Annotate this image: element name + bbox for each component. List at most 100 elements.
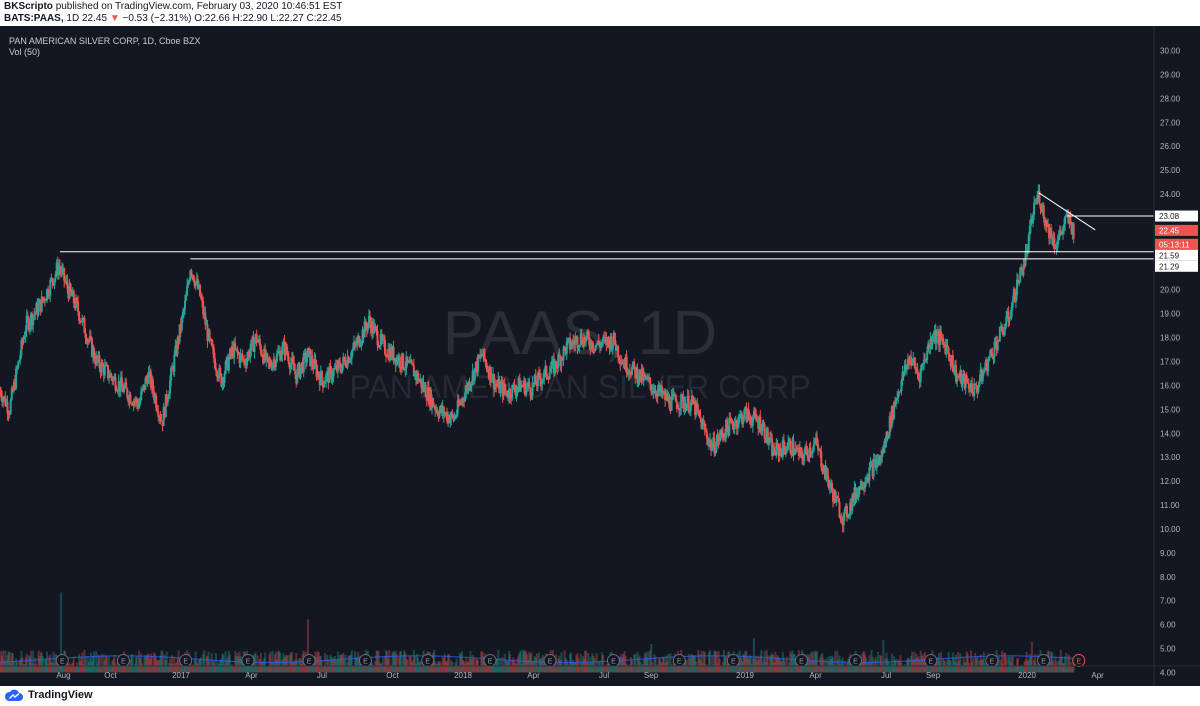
volume-bar	[357, 652, 360, 673]
volume-bar	[56, 662, 59, 673]
candle-body	[284, 344, 287, 355]
candle-body	[627, 370, 630, 374]
volume-bar	[208, 660, 211, 673]
candle-body	[549, 368, 552, 373]
legend-volume[interactable]: Vol (50)	[9, 47, 41, 57]
volume-bar	[30, 650, 33, 673]
candle-body	[789, 439, 792, 453]
candle-body	[180, 316, 183, 331]
volume-bar	[933, 664, 936, 673]
volume-bar	[117, 658, 120, 673]
candle-body	[15, 368, 18, 389]
candle-body	[134, 398, 137, 402]
candle-body	[285, 344, 288, 354]
candle-body	[629, 373, 632, 375]
volume-bar	[783, 660, 786, 673]
tradingview-logo[interactable]: TradingView	[4, 688, 93, 702]
volume-bar	[363, 666, 366, 673]
candle-body	[379, 333, 382, 346]
earnings-marker-label: E	[307, 659, 312, 666]
volume-bar	[826, 657, 829, 673]
volume-bar	[767, 666, 770, 673]
volume-bar	[128, 665, 131, 673]
candle-body	[865, 481, 868, 483]
candle-body	[242, 359, 245, 361]
volume-bar	[782, 657, 785, 673]
volume-bar	[536, 666, 539, 673]
candle-body	[944, 344, 947, 354]
volume-bar	[249, 665, 252, 673]
volume-bar	[843, 661, 846, 673]
volume-bar	[344, 654, 347, 673]
volume-bar	[44, 658, 47, 673]
volume-bar	[194, 651, 197, 673]
candle-body	[895, 399, 898, 405]
candle-body	[204, 312, 207, 325]
candle-body	[397, 356, 400, 364]
chart-area[interactable]: PAAS, 1D PAN AMERICAN SILVER CORP E E E E E E E E…	[0, 26, 1200, 686]
candle-body	[30, 313, 33, 325]
candle-body	[128, 394, 131, 402]
candle-body	[2, 398, 5, 403]
volume-bar	[520, 663, 523, 673]
candle-body	[280, 355, 283, 361]
candle-body	[319, 371, 322, 386]
volume-bar	[324, 653, 327, 673]
time-axis-tick: Aug	[56, 671, 70, 680]
volume-bar	[190, 666, 193, 673]
candle-body	[536, 372, 539, 387]
candle-body	[825, 468, 828, 480]
candle-body	[780, 450, 783, 457]
candle-body	[477, 355, 480, 372]
candle-body	[567, 337, 570, 339]
candle-body	[1059, 230, 1062, 233]
volume-bar	[40, 653, 43, 673]
candle-body	[758, 416, 761, 429]
candle-body	[671, 393, 674, 397]
candle-body	[587, 331, 590, 337]
candle-body	[70, 291, 73, 297]
volume-bar	[596, 666, 599, 673]
candle-body	[466, 385, 469, 391]
volume-bar	[218, 663, 221, 673]
candle-body	[136, 403, 139, 409]
volume-bar	[253, 654, 256, 673]
candle-body	[98, 355, 101, 368]
candle-body	[866, 477, 869, 482]
volume-bar	[162, 666, 165, 673]
candle-body	[241, 355, 244, 360]
volume-bar	[367, 662, 370, 673]
volume-bar	[706, 664, 709, 673]
candle-body	[35, 303, 38, 313]
candle-body	[171, 367, 174, 369]
candle-body	[187, 282, 190, 286]
candle-body	[73, 303, 76, 309]
volume-bar	[232, 667, 235, 673]
candle-body	[919, 368, 922, 383]
volume-bar	[1050, 651, 1053, 673]
volume-bar	[670, 664, 673, 673]
volume-bar	[205, 656, 208, 673]
volume-bar	[471, 654, 474, 673]
candle-body	[87, 340, 90, 342]
volume-bar	[308, 662, 311, 673]
candle-body	[212, 347, 215, 359]
volume-bar	[1012, 667, 1015, 673]
volume-bar	[991, 663, 994, 673]
candle-body	[487, 370, 490, 379]
volume-bar	[959, 653, 962, 673]
candle-body	[138, 404, 141, 409]
candle-body	[916, 369, 919, 375]
earnings-marker-label: E	[121, 659, 126, 666]
volume-bar	[336, 651, 339, 673]
legend-title[interactable]: PAN AMERICAN SILVER CORP, 1D, Cboe BZX	[9, 36, 201, 46]
candle-body	[255, 334, 258, 343]
candle-body	[383, 339, 386, 355]
candle-body	[1043, 218, 1046, 226]
publisher-name[interactable]: BKScripto	[4, 1, 53, 12]
volume-bar	[388, 649, 391, 673]
candle-body	[178, 324, 181, 343]
candle-body	[803, 454, 806, 462]
volume-bar	[589, 656, 592, 673]
